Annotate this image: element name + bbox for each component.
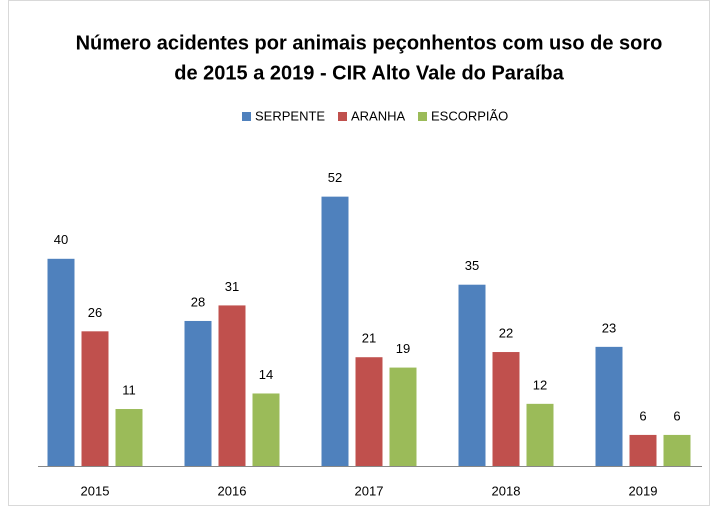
data-label: 31 — [225, 279, 239, 294]
bar — [81, 331, 109, 466]
bar — [458, 284, 486, 466]
data-label: 6 — [673, 408, 680, 423]
bar — [389, 367, 417, 466]
legend-swatch — [338, 112, 347, 121]
data-label: 22 — [499, 325, 513, 340]
data-label: 28 — [191, 294, 205, 309]
bar — [184, 320, 212, 466]
x-tick-label: 2016 — [218, 483, 247, 498]
legend-label: SERPENTE — [255, 108, 325, 123]
data-label: 11 — [122, 382, 136, 397]
legend-swatch — [418, 112, 427, 121]
data-label: 14 — [259, 367, 273, 382]
data-label: 52 — [328, 170, 342, 185]
x-tick-label: 2015 — [81, 483, 110, 498]
bar — [526, 403, 554, 466]
data-label: 12 — [533, 377, 547, 392]
chart-title: de 2015 a 2019 - CIR Alto Vale do Paraíb… — [174, 62, 564, 84]
data-label: 23 — [602, 320, 616, 335]
bar — [252, 393, 280, 466]
legend-label: ESCORPIÃO — [431, 108, 508, 123]
bar — [595, 346, 623, 466]
data-label: 26 — [88, 305, 102, 320]
data-label: 21 — [362, 331, 376, 346]
bar — [629, 434, 657, 466]
bar — [218, 305, 246, 466]
data-label: 40 — [54, 232, 68, 247]
bar — [321, 196, 349, 466]
data-label: 19 — [396, 341, 410, 356]
bar — [355, 357, 383, 466]
data-label: 35 — [465, 258, 479, 273]
bar — [663, 434, 691, 466]
x-tick-label: 2019 — [629, 483, 658, 498]
bar — [115, 409, 143, 466]
bar — [492, 352, 520, 466]
x-tick-label: 2018 — [492, 483, 521, 498]
data-label: 6 — [639, 408, 646, 423]
bar — [47, 258, 75, 466]
chart-title: Número acidentes por animais peçonhentos… — [76, 32, 663, 54]
legend-label: ARANHA — [351, 108, 406, 123]
legend-swatch — [242, 112, 251, 121]
x-tick-label: 2017 — [355, 483, 384, 498]
